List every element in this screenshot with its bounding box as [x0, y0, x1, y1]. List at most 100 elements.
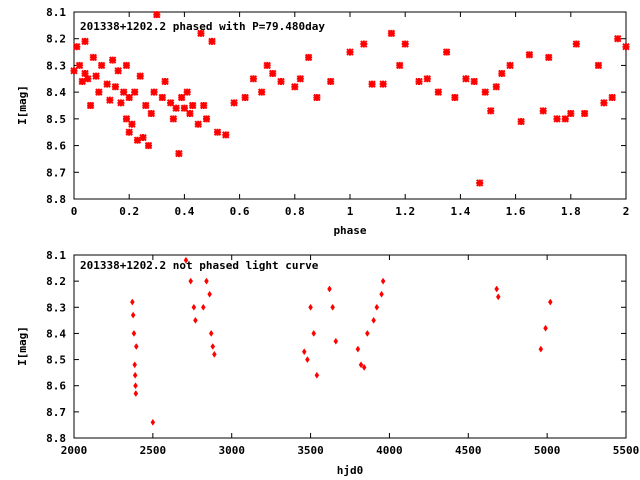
data-point — [131, 88, 139, 96]
data-point — [89, 53, 98, 62]
y-tick-label: 8.2 — [46, 275, 66, 288]
raw-light-curve-chart: 2000 2500 3000 3500 4000 4500 5000 5500 8.1 8.2 8.… — [16, 249, 639, 477]
data-point — [346, 48, 354, 56]
data-point — [263, 61, 271, 70]
y-tick-label: 8.3 — [46, 301, 66, 314]
data-point — [333, 337, 339, 345]
data-point — [517, 117, 525, 126]
y-tick-label: 8.4 — [46, 327, 66, 340]
data-point — [111, 83, 120, 91]
data-point — [188, 101, 197, 110]
data-point — [442, 48, 451, 56]
data-point — [580, 109, 589, 118]
data-point — [222, 131, 230, 139]
data-point — [311, 329, 317, 337]
data-point — [166, 99, 175, 107]
data-point — [423, 75, 431, 83]
data-point — [133, 382, 138, 390]
data-point — [212, 350, 217, 358]
data-point — [106, 96, 114, 104]
data-point — [84, 75, 92, 83]
x-tick-label: 0.8 — [285, 205, 305, 218]
data-point — [257, 88, 266, 96]
y-tick-label: 8.3 — [46, 59, 66, 72]
x-tick-label: 5500 — [613, 444, 640, 457]
data-point — [379, 290, 384, 298]
data-point — [150, 418, 156, 426]
y-tick-label: 8.4 — [46, 86, 66, 99]
data-point — [543, 324, 548, 332]
data-point — [78, 77, 86, 86]
x-tick-label: 3000 — [218, 444, 245, 457]
tick-labels: 2000 2500 3000 3500 4000 4500 5000 5500 8.1 8.2 8.… — [46, 249, 639, 457]
y-tick-label: 8.1 — [46, 249, 66, 262]
data-point — [269, 69, 277, 78]
data-point — [470, 77, 478, 86]
data-point — [130, 298, 135, 306]
x-tick-label: 1.6 — [506, 205, 526, 218]
y-tick-label: 8.1 — [46, 6, 66, 19]
data-point — [387, 29, 396, 38]
data-point — [622, 43, 630, 51]
data-point — [133, 390, 139, 398]
data-point — [401, 40, 409, 48]
data-point — [594, 61, 603, 70]
data-point — [326, 77, 335, 86]
x-tick-label: 1 — [347, 205, 354, 218]
data-point — [395, 61, 404, 70]
data-point — [434, 88, 443, 96]
data-point — [308, 303, 313, 311]
data-point — [132, 371, 138, 379]
x-axis-label: hjd0 — [337, 464, 364, 477]
data-point — [86, 101, 95, 110]
data-point — [495, 293, 501, 301]
data-point — [368, 80, 376, 88]
data-point — [147, 109, 155, 118]
data-point — [600, 99, 608, 107]
data-point — [561, 115, 569, 123]
x-tick-label: 1.4 — [450, 205, 470, 218]
data-point — [374, 303, 380, 311]
data-point — [200, 101, 208, 110]
data-point — [172, 104, 180, 112]
data-point — [301, 348, 307, 356]
ticks — [73, 254, 627, 439]
data-point — [125, 128, 133, 136]
data-point — [73, 43, 81, 51]
data-point — [131, 329, 137, 337]
data-point — [451, 93, 459, 102]
y-tick-label: 8.8 — [46, 432, 66, 445]
data-point — [139, 133, 147, 142]
x-tick-label: 0.2 — [119, 205, 139, 218]
phased-light-curve-chart: 0 0.2 0.4 0.6 0.8 1 1.2 1.4 1.6 1.8 2 8.1 8.2 8.3 8.4 8… — [16, 6, 630, 237]
data-point — [608, 93, 616, 102]
x-tick-label: 3500 — [297, 444, 324, 457]
x-tick-label: 1.8 — [561, 205, 581, 218]
data-point — [180, 104, 189, 112]
x-tick-label: 1.2 — [395, 205, 415, 218]
data-point — [553, 115, 561, 123]
data-point — [327, 285, 332, 293]
data-point — [92, 72, 100, 80]
x-axis-label: phase — [333, 224, 366, 237]
data-point — [177, 93, 186, 102]
data-point — [122, 115, 131, 123]
x-tick-label: 0 — [71, 205, 78, 218]
x-tick-label: 2 — [623, 205, 630, 218]
y-tick-label: 8.7 — [46, 406, 66, 419]
data-point — [213, 128, 222, 136]
chart-title: 201338+1202.2 phased with P=79.480day — [80, 20, 325, 33]
data-point — [202, 115, 211, 123]
data-points — [130, 256, 553, 426]
data-point — [81, 37, 89, 46]
data-point — [133, 136, 142, 144]
data-point — [161, 77, 169, 86]
data-point — [539, 107, 547, 115]
data-point — [136, 72, 144, 80]
data-points — [70, 10, 630, 187]
data-point — [380, 277, 386, 285]
x-tick-label: 0.6 — [230, 205, 250, 218]
data-point — [191, 303, 197, 311]
data-point — [144, 141, 153, 150]
